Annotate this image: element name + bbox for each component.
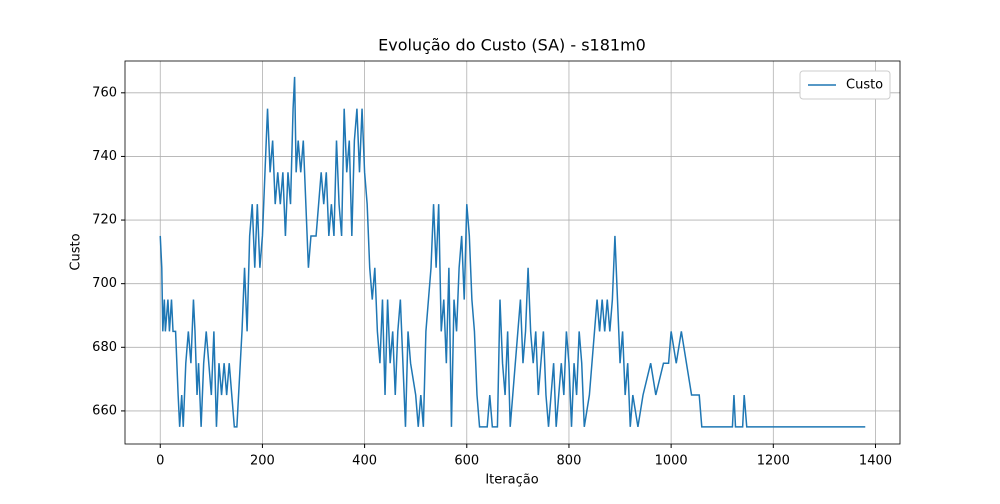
x-tick-label: 1200 bbox=[757, 454, 790, 469]
y-tick-label: 700 bbox=[92, 276, 117, 291]
legend-box bbox=[799, 70, 891, 100]
y-tick-label: 760 bbox=[92, 85, 117, 100]
chart-title: Evolução do Custo (SA) - s181m0 bbox=[378, 36, 646, 55]
x-tick-label: 600 bbox=[454, 454, 479, 469]
y-axis-label: Custo bbox=[69, 233, 84, 270]
y-tick-label: 680 bbox=[92, 340, 117, 355]
x-tick-label: 1000 bbox=[655, 454, 688, 469]
x-tick-label: 800 bbox=[557, 454, 582, 469]
x-tick-label: 200 bbox=[250, 454, 275, 469]
y-tick-label: 660 bbox=[92, 403, 117, 418]
x-tick-label: 1400 bbox=[859, 454, 892, 469]
x-axis-label: Iteração bbox=[485, 473, 538, 488]
data-line bbox=[159, 76, 866, 428]
y-tick-label: 740 bbox=[92, 149, 117, 164]
y-tick-label: 720 bbox=[92, 213, 117, 228]
legend-label: Custo bbox=[846, 78, 883, 93]
x-tick-label: 400 bbox=[352, 454, 377, 469]
axes-frame bbox=[124, 60, 901, 445]
x-tick-label: 0 bbox=[156, 454, 164, 469]
